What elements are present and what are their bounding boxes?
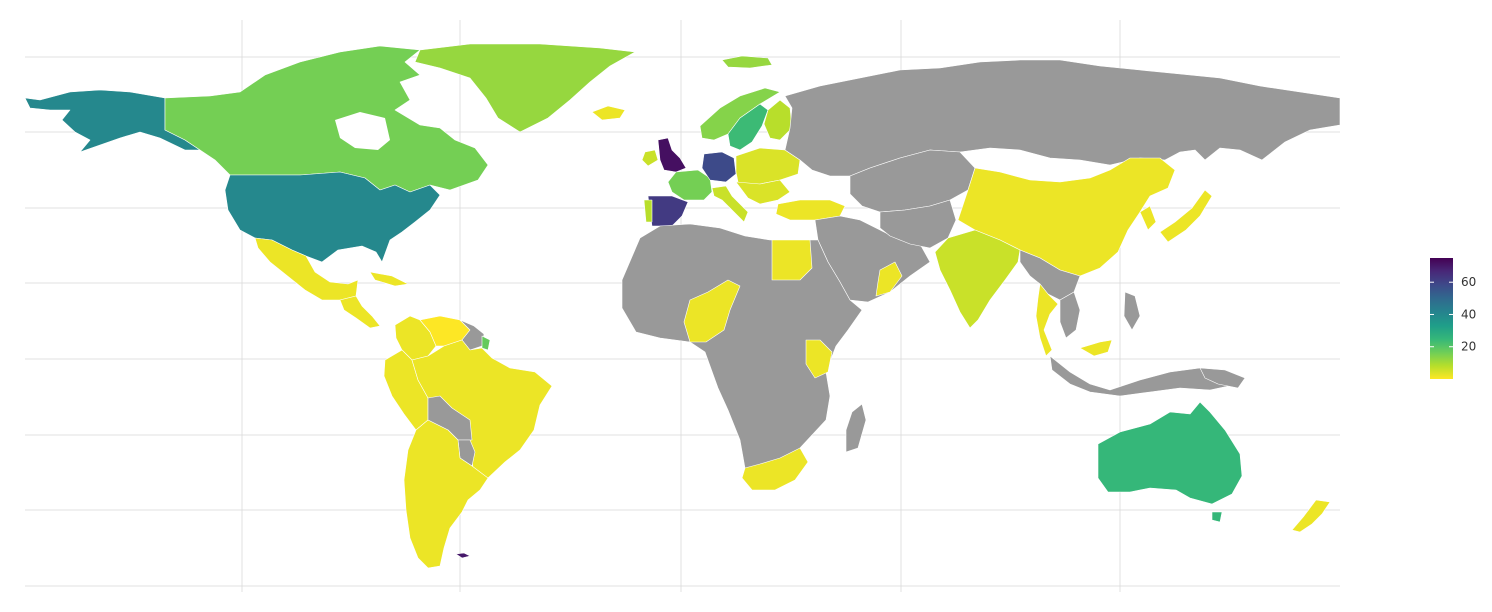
region-nigeria[interactable]	[683, 279, 741, 343]
region-oman-uae[interactable]	[875, 261, 903, 297]
region-french-guiana[interactable]	[481, 335, 491, 351]
region-mexico[interactable]	[254, 237, 359, 301]
region-malaysia[interactable]	[1079, 339, 1113, 357]
countries	[24, 43, 1341, 569]
region-sweden[interactable]	[727, 103, 769, 151]
region-finland[interactable]	[763, 99, 793, 141]
region-falklands[interactable]	[455, 552, 471, 559]
region-vietnam-laos[interactable]	[1059, 291, 1081, 339]
region-egypt[interactable]	[771, 239, 813, 281]
region-balkans[interactable]	[735, 179, 791, 205]
region-new-zealand[interactable]	[1291, 499, 1331, 533]
region-alaska[interactable]	[24, 89, 201, 153]
region-madagascar[interactable]	[845, 403, 867, 453]
region-portugal[interactable]	[643, 199, 653, 223]
region-ireland[interactable]	[641, 149, 659, 167]
region-canada-hudson[interactable]	[335, 112, 390, 150]
region-korea[interactable]	[1139, 205, 1157, 231]
region-italy[interactable]	[711, 185, 749, 223]
region-philippines[interactable]	[1123, 291, 1141, 331]
region-south-africa[interactable]	[741, 447, 809, 491]
region-svalbard[interactable]	[721, 55, 773, 69]
region-spain[interactable]	[647, 195, 689, 227]
region-cuba[interactable]	[369, 271, 409, 287]
region-iceland[interactable]	[591, 105, 626, 121]
region-png[interactable]	[1199, 367, 1246, 389]
legend-tick-label: 40	[1461, 307, 1476, 321]
region-thailand[interactable]	[1035, 283, 1059, 357]
region-guyana-suriname[interactable]	[459, 319, 485, 351]
region-kenya[interactable]	[805, 339, 833, 379]
region-uk[interactable]	[657, 137, 687, 173]
region-central-america[interactable]	[339, 295, 381, 329]
region-australia[interactable]	[1097, 401, 1243, 505]
region-argentina-chile[interactable]	[403, 419, 489, 569]
region-tasmania[interactable]	[1211, 511, 1223, 523]
region-france[interactable]	[667, 169, 713, 201]
region-germany[interactable]	[701, 151, 737, 183]
legend-tick-label: 20	[1461, 340, 1476, 354]
region-greenland[interactable]	[414, 43, 636, 133]
legend: 20 40 60	[1430, 258, 1476, 379]
region-central-asia[interactable]	[849, 149, 976, 213]
legend-tick-label: 60	[1461, 275, 1476, 289]
region-japan[interactable]	[1159, 189, 1213, 243]
legend-colorbar	[1430, 258, 1453, 379]
region-india[interactable]	[934, 229, 1021, 329]
region-russia[interactable]	[784, 59, 1341, 177]
legend-ticks: 20 40 60	[1430, 275, 1476, 354]
